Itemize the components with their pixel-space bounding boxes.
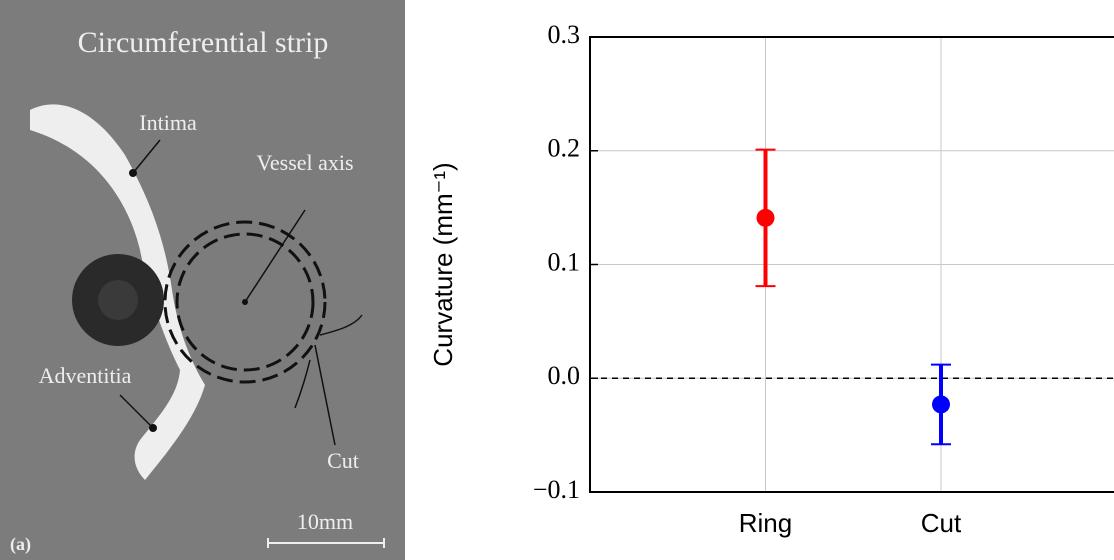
panel-label: (a) <box>10 534 31 555</box>
y-tick-label: 0.3 <box>548 20 581 49</box>
photo-background <box>0 0 405 560</box>
y-tick-label: −0.1 <box>533 475 580 504</box>
axes-frame <box>589 36 1114 493</box>
x-tick-label: Ring <box>739 508 792 538</box>
leader <box>119 394 154 429</box>
y-tick-label: 0.2 <box>548 134 581 163</box>
photo-label: Intima <box>139 110 197 135</box>
vessel-outer <box>163 220 327 384</box>
pin-center <box>98 280 138 320</box>
point <box>932 395 950 414</box>
photo-label: Cut <box>327 448 359 473</box>
leader <box>132 139 161 174</box>
leader <box>244 209 306 303</box>
y-axis-label: Curvature (mm⁻¹) <box>428 162 458 366</box>
photo-title: Circumferential strip <box>78 26 329 59</box>
leader <box>314 344 336 446</box>
plot: −0.1 0.0 0.1 0.2 0.3 Ring Cut Curvature (mm⁻¹) <box>428 20 1114 538</box>
x-tick-label: Cut <box>921 508 962 538</box>
y-tick-label: 0.0 <box>548 361 581 390</box>
photo-panel: Circumferential strip Intima Vessel axis… <box>0 0 405 560</box>
photo-label: Vessel axis <box>256 150 353 175</box>
scale-bar <box>267 538 385 548</box>
scale-bar-label: 10mm <box>297 509 353 534</box>
tissue-strip <box>30 104 205 480</box>
cut-arrow <box>294 359 311 409</box>
point <box>756 208 775 227</box>
vessel-inner <box>175 232 315 372</box>
photo-label: Adventitia <box>39 363 132 388</box>
cut-arrow <box>319 314 363 336</box>
y-tick-label: 0.1 <box>548 247 581 276</box>
